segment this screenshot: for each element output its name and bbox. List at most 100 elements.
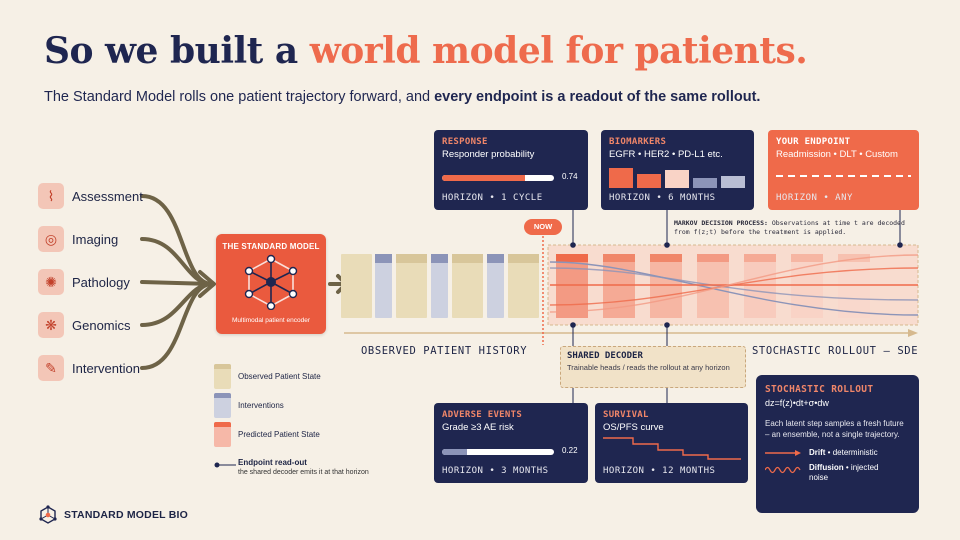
card-subtitle: Responder probability — [442, 149, 535, 160]
legend-swatch — [214, 422, 231, 447]
markov-note-text: Observations at time t are decoded from … — [674, 219, 905, 236]
biomarker-bar — [609, 168, 633, 188]
observed-cap — [452, 254, 483, 263]
endpoint-legend-icon — [214, 462, 236, 468]
endpoint-dots — [570, 242, 903, 328]
card-subtitle: EGFR • HER2 • PD-L1 etc. — [609, 149, 723, 160]
card-horizon: HORIZON • 3 MONTHS — [442, 466, 549, 476]
drift-label: Drift — [809, 448, 826, 457]
source-label: Pathology — [72, 274, 130, 290]
biomarker-bar — [665, 170, 689, 188]
source-assessment: ⌇ Assessment — [38, 182, 143, 210]
observed-block — [452, 254, 483, 318]
legend-label: Interventions — [238, 401, 284, 410]
adverse-bar-track — [442, 449, 554, 455]
card-horizon: HORIZON • 6 MONTHS — [609, 193, 716, 203]
card-title: ADVERSE EVENTS — [442, 410, 523, 420]
card-horizon: HORIZON • 1 CYCLE — [442, 193, 543, 203]
legend-label: Predicted Patient State — [238, 430, 320, 439]
network-icon — [244, 254, 298, 311]
intervention-block — [375, 254, 392, 318]
survival-card: SURVIVAL OS/PFS curve HORIZON • 12 MONTH… — [595, 403, 748, 483]
adverse-value: 0.22 — [562, 446, 578, 455]
biomarker-bar — [693, 178, 717, 188]
predicted-cap — [556, 254, 588, 262]
predicted-cap — [744, 254, 776, 262]
intervention-cap — [375, 254, 392, 263]
adverse-events-card: ADVERSE EVENTS Grade ≥3 AE risk 0.22 HOR… — [434, 403, 588, 483]
source-intervention: ✎ Intervention — [38, 354, 140, 382]
predicted-block — [838, 254, 870, 318]
pathology-icon: ✺ — [38, 269, 64, 295]
subtitle-bold: every endpoint is a readout of the same … — [434, 89, 761, 105]
legend-label: Observed Patient State — [238, 372, 321, 381]
source-pathology: ✺ Pathology — [38, 268, 130, 296]
drift-legend: Drift • deterministic — [765, 448, 910, 457]
history-label: OBSERVED PATIENT HISTORY — [361, 345, 528, 357]
response-value: 0.74 — [562, 172, 578, 181]
stochastic-rollout-box: STOCHASTIC ROLLOUT dz=f(z)•dt+σ•dw Each … — [756, 375, 919, 513]
shared-decoder-title: SHARED DECODER — [567, 351, 643, 361]
biomarker-bar — [637, 174, 661, 188]
diffusion-legend: Diffusion • injected noise — [765, 463, 910, 483]
adverse-bar-fill — [442, 449, 467, 455]
card-subtitle: Grade ≥3 AE risk — [442, 422, 514, 433]
card-title: RESPONSE — [442, 137, 488, 147]
title-part1: So we built a — [44, 30, 310, 72]
source-label: Genomics — [72, 317, 131, 333]
intervention-block — [431, 254, 448, 318]
source-imaging: ◎ Imaging — [38, 225, 118, 253]
page-subtitle: The Standard Model rolls one patient tra… — [44, 89, 760, 105]
survival-curve — [603, 437, 741, 460]
biomarker-bars — [609, 168, 745, 188]
source-label: Assessment — [72, 188, 143, 204]
diffusion-text: • injected noise — [809, 463, 879, 482]
history-blocks — [341, 254, 539, 318]
observed-block — [341, 254, 372, 318]
biomarkers-card: BIOMARKERS EGFR • HER2 • PD-L1 etc. HORI… — [601, 130, 754, 210]
dashed-line — [776, 175, 911, 177]
intervention-cap — [431, 254, 448, 263]
stochastic-equation: dz=f(z)•dt+σ•dw — [765, 398, 829, 408]
drift-text: • deterministic — [825, 448, 878, 457]
endpoint-legend-sub: the shared decoder emits it at that hori… — [238, 469, 369, 476]
legend-swatch — [214, 393, 231, 418]
predicted-cap — [791, 254, 823, 262]
predicted-block — [650, 254, 682, 318]
stochastic-description: Each latent step samples a fresh future … — [765, 419, 904, 439]
card-horizon: HORIZON • 12 MONTHS — [603, 466, 716, 476]
predicted-cap — [650, 254, 682, 262]
stochastic-title: STOCHASTIC ROLLOUT — [765, 384, 874, 395]
predicted-block — [744, 254, 776, 318]
observed-cap — [508, 254, 539, 263]
timeline-arrowhead — [908, 329, 918, 337]
endpoint-legend-title: Endpoint read-out — [238, 458, 307, 467]
funnel-curves — [140, 194, 214, 370]
observed-block — [508, 254, 539, 318]
title-accent: world model for patients. — [309, 30, 808, 72]
card-title: YOUR ENDPOINT — [776, 137, 851, 147]
drift-arrow-icon — [765, 449, 801, 456]
shared-decoder-subtitle: Trainable heads / reads the rollout at a… — [567, 363, 730, 372]
legend-swatch — [214, 364, 231, 389]
now-badge: NOW — [524, 219, 562, 235]
funnel-arrowhead — [198, 270, 216, 298]
trajectory-curves — [549, 254, 919, 316]
intervention-icon: ✎ — [38, 355, 64, 381]
intervention-cap — [487, 254, 504, 263]
diffusion-wave-icon — [765, 466, 801, 474]
predicted-block — [556, 254, 588, 318]
markov-note: MARKOV DECISION PROCESS: Observations at… — [674, 219, 924, 237]
standard-model-subtitle: Multimodal patient encoder — [231, 317, 311, 324]
card-title: SURVIVAL — [603, 410, 649, 420]
predicted-cap — [603, 254, 635, 262]
observed-block — [396, 254, 427, 318]
source-label: Imaging — [72, 231, 119, 247]
response-bar-fill — [442, 175, 525, 181]
standard-model-box: THE STANDARD MODEL Multimodal patient en… — [216, 234, 326, 334]
predicted-cap — [838, 254, 870, 262]
shared-decoder: SHARED DECODER Trainable heads / reads t… — [560, 346, 746, 388]
predicted-cap — [697, 254, 729, 262]
intervention-block — [487, 254, 504, 318]
